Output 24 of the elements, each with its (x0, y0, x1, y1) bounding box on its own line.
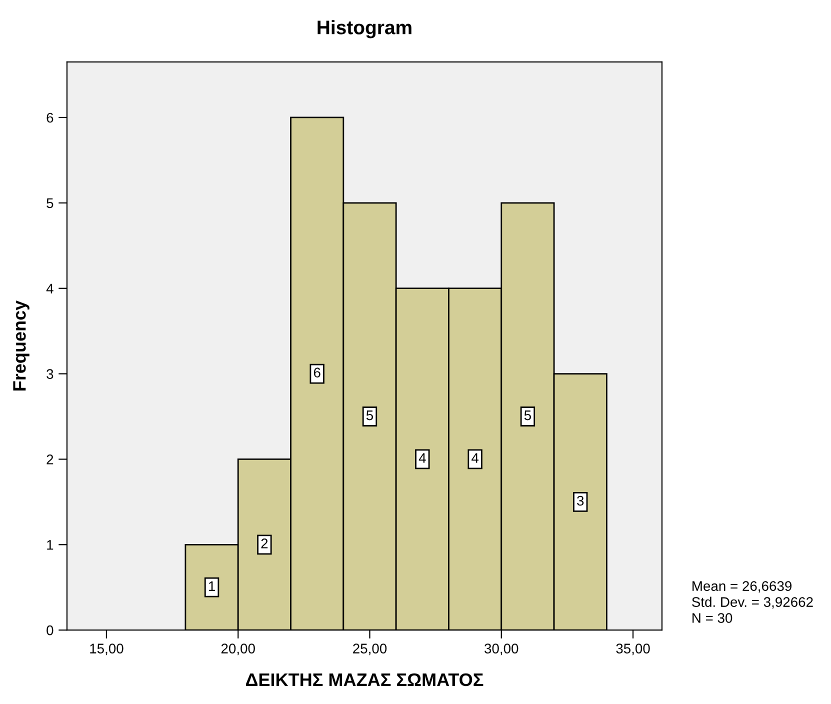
data-label: 6 (314, 368, 320, 378)
y-tick-label: 1 (47, 540, 54, 550)
y-tick-label: 2 (46, 454, 54, 464)
y-axis-title: Frequency (13, 300, 30, 390)
y-tick-label: 6 (46, 112, 54, 123)
data-label: 3 (577, 496, 584, 506)
x-tick-label: 20,00 (221, 644, 255, 656)
x-axis-title: ΔΕΙΚΤΗΣ ΜΑΖΑΣ ΣΩΜΑΤΟΣ (246, 673, 484, 686)
y-tick-label: 0 (46, 625, 54, 636)
data-label: 4 (472, 453, 479, 463)
y-tick-label: 3 (46, 369, 54, 379)
x-tick-label: 15,00 (90, 644, 124, 656)
data-label: 1 (208, 581, 215, 591)
chart-title: Histogram (318, 20, 412, 38)
data-label: 5 (524, 410, 531, 420)
x-tick-label: 35,00 (616, 644, 650, 656)
x-tick-label: 30,00 (484, 644, 518, 656)
data-label: 5 (366, 410, 374, 420)
data-label: 2 (261, 538, 268, 548)
y-tick-label: 5 (46, 198, 54, 208)
x-tick-label: 25,00 (353, 644, 387, 656)
text: Mean = 26,6639 Std. Dev. = 3,92662 N = 30 (692, 581, 813, 623)
data-label: 4 (418, 453, 426, 463)
y-tick-label: 4 (46, 284, 54, 294)
